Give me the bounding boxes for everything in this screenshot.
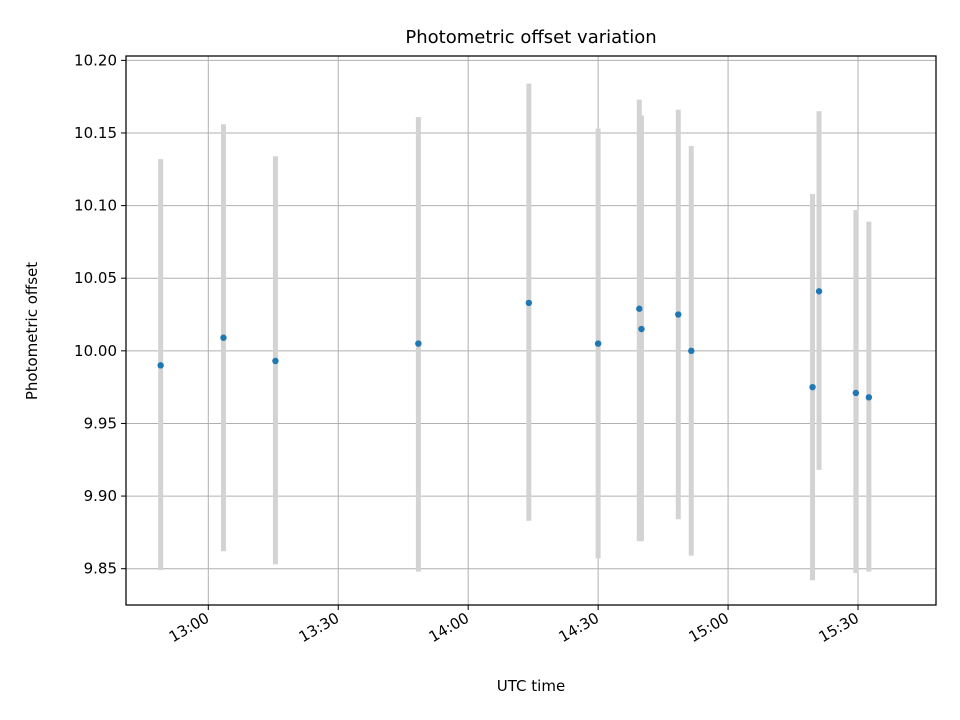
chart-title: Photometric offset variation: [405, 27, 656, 48]
y-tick-label: 9.85: [84, 560, 117, 578]
data-point: [852, 389, 860, 397]
y-axis-label: Photometric offset: [23, 262, 41, 400]
data-point: [157, 362, 164, 369]
data-point: [636, 305, 643, 312]
y-tick-label: 10.20: [74, 51, 117, 69]
data-point: [675, 311, 682, 318]
data-point: [220, 334, 227, 341]
x-axis-label: UTC time: [497, 677, 565, 695]
data-point: [865, 394, 873, 401]
data-point: [272, 357, 279, 365]
data-points: [157, 288, 873, 401]
y-tick-label: 9.90: [84, 487, 117, 505]
y-tick-label: 9.95: [84, 414, 117, 432]
y-tick-label: 10.00: [74, 342, 117, 360]
plot-area-frame: [125, 55, 937, 606]
y-tick-label: 10.05: [74, 269, 117, 287]
data-point: [815, 288, 823, 295]
data-point: [688, 347, 695, 355]
y-tick-label: 10.10: [74, 197, 117, 215]
data-point: [525, 299, 533, 307]
data-point: [594, 340, 602, 347]
data-point: [638, 325, 645, 333]
data-point: [415, 340, 422, 347]
y-tick-label: 10.15: [74, 124, 117, 142]
data-point: [809, 383, 816, 391]
